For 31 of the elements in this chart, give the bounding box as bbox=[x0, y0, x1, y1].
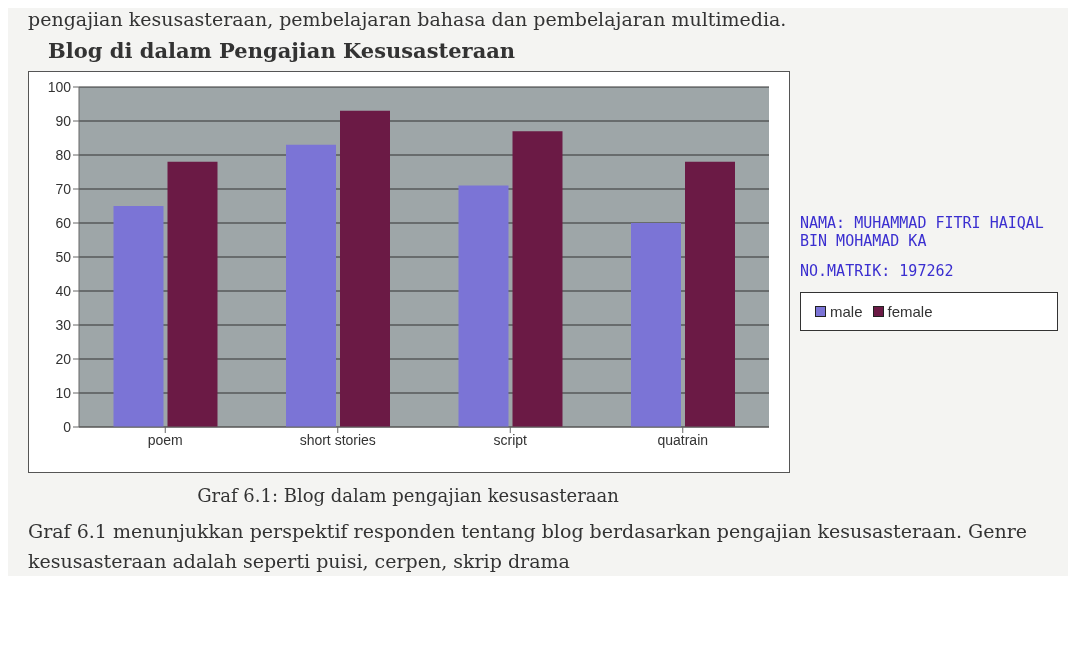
x-tick-label: quatrain bbox=[657, 431, 709, 448]
text: NO.MATRIK: 197262 bbox=[800, 261, 955, 280]
text: NAMA: MUHAMMAD FITRI HAIQAL BIN MOHAMAD KA bbox=[800, 213, 1045, 250]
text: pengajian kesusasteraan, pembelajaran bahasa dan pembelajaran multimedia. bbox=[27, 8, 788, 30]
y-tick-label: 100 bbox=[47, 78, 72, 95]
legend-label: female bbox=[886, 302, 933, 320]
x-tick-label: short stories bbox=[299, 431, 376, 448]
text: Graf 6.1 menunjukkan perspektif responden tentang blog berdasarkan pengajian kesusasteraan. Genre kesusasteraan adalah seperti puisi, cerpen, skrip drama bbox=[27, 519, 1029, 574]
y-tick-label: 0 bbox=[63, 418, 72, 435]
bar bbox=[631, 223, 681, 427]
bar bbox=[512, 131, 563, 427]
y-tick-label: 70 bbox=[55, 180, 72, 197]
bar bbox=[685, 161, 735, 427]
y-tick-label: 60 bbox=[55, 214, 72, 231]
x-tick-label: script bbox=[493, 431, 528, 448]
bar bbox=[286, 144, 336, 427]
bar bbox=[113, 206, 164, 427]
y-tick-label: 10 bbox=[55, 384, 72, 401]
y-tick-label: 50 bbox=[55, 248, 72, 265]
bar bbox=[340, 110, 390, 427]
bar bbox=[167, 161, 218, 427]
y-tick-label: 20 bbox=[55, 350, 72, 367]
chart-title: Blog di dalam Pengajian Kesusasteraan bbox=[47, 37, 517, 65]
y-tick-label: 80 bbox=[55, 146, 72, 163]
x-tick-label: poem bbox=[147, 431, 183, 448]
y-tick-label: 90 bbox=[55, 112, 72, 129]
y-tick-label: 40 bbox=[55, 282, 72, 299]
bar bbox=[458, 185, 509, 427]
legend-label: male bbox=[829, 302, 863, 320]
text: Graf 6.1: Blog dalam pengajian kesusasteraan bbox=[196, 485, 620, 506]
y-tick-label: 30 bbox=[55, 316, 72, 333]
